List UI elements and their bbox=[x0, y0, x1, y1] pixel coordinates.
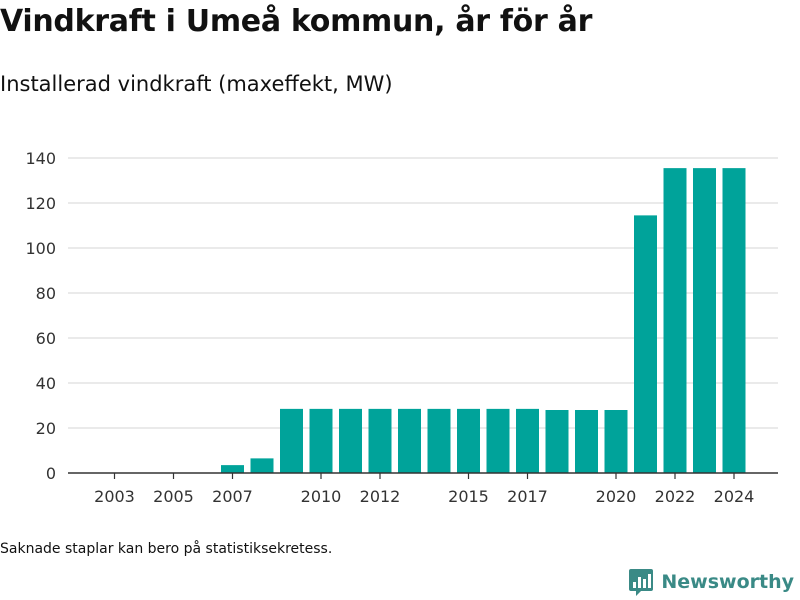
bar-2018 bbox=[545, 410, 569, 473]
bar-2020 bbox=[604, 410, 628, 473]
bar-2016 bbox=[486, 408, 510, 473]
bar-2007 bbox=[221, 465, 244, 473]
brand-name: Newsworthy bbox=[661, 571, 794, 593]
x-tick-label: 2007 bbox=[212, 487, 253, 506]
bar-2021 bbox=[634, 215, 657, 473]
gridlines bbox=[68, 157, 778, 429]
x-tick-label: 2012 bbox=[360, 487, 401, 506]
bar-2022 bbox=[663, 168, 687, 473]
bar-2019 bbox=[575, 410, 598, 473]
bar-2012 bbox=[368, 408, 392, 473]
chart-subtitle: Installerad vindkraft (maxeffekt, MW) bbox=[0, 72, 393, 96]
x-tick-label: 2010 bbox=[301, 487, 342, 506]
x-tick-label: 2005 bbox=[153, 487, 194, 506]
x-tick-label: 2017 bbox=[507, 487, 548, 506]
chart-title: Vindkraft i Umeå kommun, år för år bbox=[0, 4, 593, 39]
newsworthy-logo-icon bbox=[629, 569, 654, 596]
x-axis-ticks: 2003 2005 2007 2010 2012 2015 2017 2020 2022 2024 bbox=[94, 473, 754, 506]
y-tick-label: 140 bbox=[25, 149, 56, 168]
brand-logo[interactable]: Newsworthy bbox=[628, 567, 794, 597]
bar-2011 bbox=[339, 408, 362, 473]
y-tick-label: 60 bbox=[36, 329, 56, 348]
y-axis-ticks: 0 20 40 60 80 100 120 140 bbox=[25, 149, 56, 483]
x-tick-label: 2022 bbox=[655, 487, 696, 506]
y-tick-label: 120 bbox=[25, 194, 56, 213]
y-tick-label: 80 bbox=[36, 284, 56, 303]
bar-2009 bbox=[280, 408, 303, 473]
y-tick-label: 40 bbox=[36, 374, 56, 393]
bar-2010 bbox=[309, 408, 333, 473]
y-tick-label: 20 bbox=[36, 419, 56, 438]
x-tick-label: 2003 bbox=[94, 487, 135, 506]
y-tick-label: 0 bbox=[46, 464, 56, 483]
bar-2008 bbox=[250, 458, 274, 473]
x-tick-label: 2020 bbox=[596, 487, 637, 506]
x-tick-label: 2015 bbox=[448, 487, 489, 506]
bar-2024 bbox=[722, 168, 746, 473]
footnote: Saknade staplar kan bero på statistiksek… bbox=[0, 541, 333, 557]
bars bbox=[221, 168, 746, 473]
bar-2013 bbox=[398, 408, 421, 473]
x-tick-label: 2024 bbox=[714, 487, 755, 506]
bar-2023 bbox=[693, 168, 716, 473]
bar-2014 bbox=[427, 408, 451, 473]
y-tick-label: 100 bbox=[25, 239, 56, 258]
bar-2015 bbox=[457, 408, 480, 473]
bar-2017 bbox=[516, 408, 539, 473]
